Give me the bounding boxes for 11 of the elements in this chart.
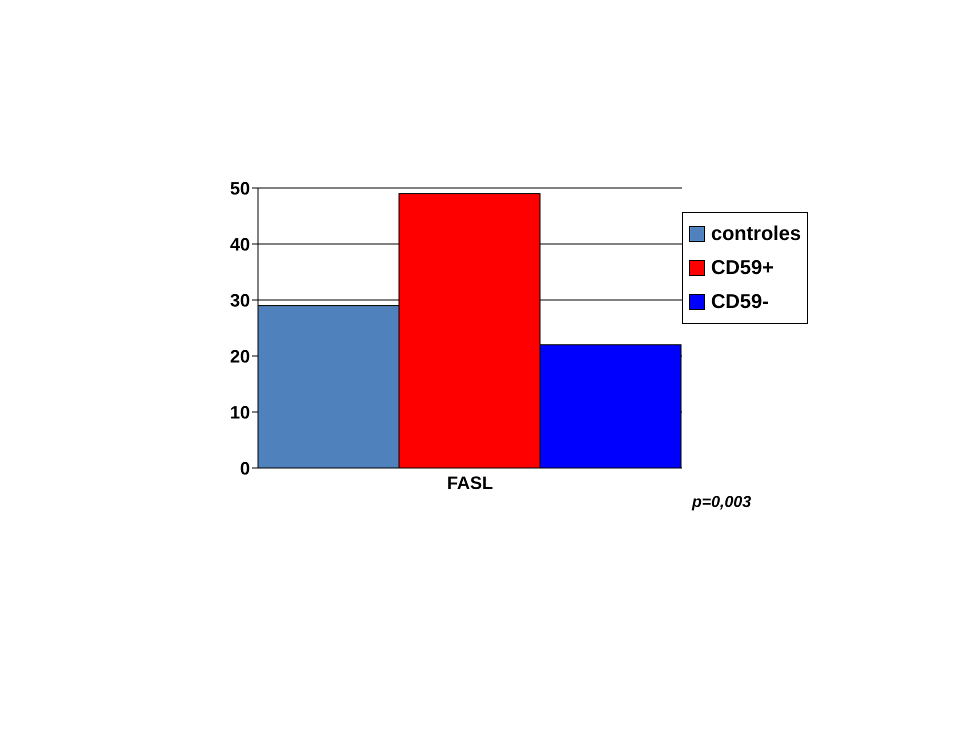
legend-label: controles (710, 222, 801, 246)
legend-label: CD59- (710, 290, 769, 314)
y-tick-label: 40 (230, 234, 250, 254)
y-tick-label: 50 (230, 178, 250, 198)
text: p=0,003 (692, 494, 752, 512)
y-tick-label: 10 (230, 402, 250, 422)
legend-label: CD59+ (710, 256, 774, 280)
x-tick-label: FASL (446, 472, 493, 493)
y-tick-label: 0 (240, 458, 250, 478)
y-tick-label: 20 (230, 346, 250, 366)
y-tick-label: 30 (230, 290, 250, 310)
